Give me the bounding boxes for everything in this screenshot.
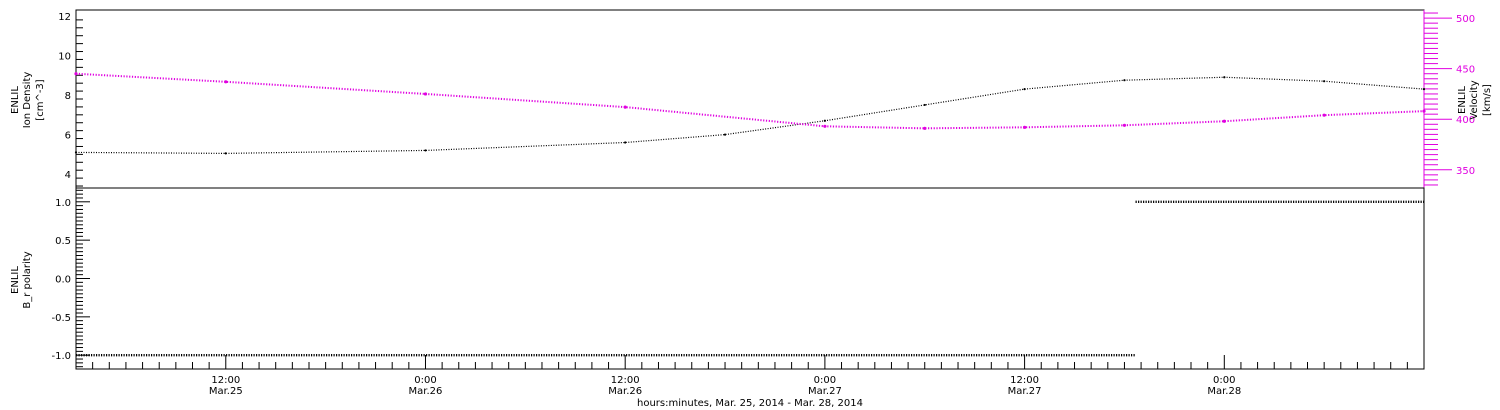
density-point	[823, 119, 826, 122]
top-right-tick-label: 500	[1456, 14, 1475, 25]
top-right-axis-title-line2: Velocity	[1469, 80, 1480, 119]
density-point	[424, 149, 427, 152]
x-tick-label-time: 0:00	[414, 375, 436, 386]
x-tick-label-time: 0:00	[1213, 375, 1235, 386]
density-series-line	[75, 76, 1425, 154]
x-tick-label-date: Mar.25	[209, 386, 243, 397]
bottom-left-tick-label: 1.0	[55, 198, 71, 209]
velocity-point	[623, 105, 627, 109]
bottom-axis-title-line1: ENLIL	[10, 266, 21, 294]
top-right-axis-title-line1: ENLIL	[1457, 86, 1468, 114]
top-left-axis-title-line3: [cm^-3]	[35, 79, 46, 120]
top-left-tick-label: 6	[65, 131, 71, 142]
density-point	[723, 133, 727, 136]
density-point	[1323, 80, 1326, 83]
x-tick-label-date: Mar.26	[608, 386, 642, 397]
velocity-series-line	[75, 72, 1425, 130]
top-right-tick-label: 450	[1456, 65, 1475, 76]
bottom-plot-frame	[75, 187, 1425, 370]
velocity-point	[923, 126, 927, 130]
velocity-point	[224, 80, 228, 84]
top-left-tick-label: 8	[65, 91, 71, 102]
x-tick-label-time: 0:00	[814, 375, 836, 386]
density-point	[624, 141, 627, 144]
bottom-axis-title-line2: B_r polarity	[22, 251, 33, 308]
x-tick-label-time: 12:00	[1010, 375, 1039, 386]
x-tick-label-date: Mar.28	[1207, 386, 1241, 397]
top-panel: 4 6 8 10 12 350 400 450 500	[58, 9, 1475, 189]
velocity-point	[1322, 113, 1326, 117]
velocity-point	[1222, 119, 1226, 123]
density-point	[1223, 76, 1226, 79]
velocity-point	[823, 124, 827, 128]
top-plot-frame	[75, 9, 1425, 189]
density-point	[1123, 79, 1126, 82]
velocity-point	[1122, 123, 1127, 127]
bottom-left-tick-label: 0.5	[55, 236, 71, 247]
velocity-point	[74, 72, 78, 76]
top-right-tick-label: 350	[1456, 166, 1475, 177]
density-point	[1023, 88, 1026, 91]
x-tick-label-time: 12:00	[611, 375, 640, 386]
x-tick-label-date: Mar.27	[808, 386, 842, 397]
bottom-left-tick-label: -1.0	[51, 351, 71, 362]
density-point	[74, 151, 78, 154]
top-left-tick-label: 12	[58, 12, 71, 23]
bottom-panel: -1.0-0.50.00.51.012:00Mar.250:00Mar.2612…	[51, 187, 1425, 397]
top-right-axis-title-line3: [km/s]	[1482, 84, 1493, 116]
top-left-tick-label: 10	[58, 51, 71, 62]
velocity-point	[1422, 109, 1426, 113]
top-left-axis-title-line1: ENLIL	[10, 86, 21, 114]
density-point	[224, 152, 227, 155]
top-right-tick-label: 400	[1456, 115, 1475, 126]
x-tick-label-date: Mar.27	[1008, 386, 1042, 397]
x-tick-label-time: 12:00	[211, 375, 240, 386]
x-axis-title: hours:minutes, Mar. 25, 2014 - Mar. 28, …	[637, 398, 863, 409]
top-left-tick-label: 4	[65, 170, 71, 181]
velocity-point	[1022, 125, 1027, 129]
bottom-left-tick-label: 0.0	[55, 275, 71, 286]
velocity-point	[423, 92, 428, 96]
bottom-left-tick-label: -0.5	[51, 313, 71, 324]
density-point	[923, 103, 926, 107]
top-left-axis-title-line2: Ion Density	[22, 72, 33, 129]
density-point	[1422, 88, 1426, 91]
x-tick-label-date: Mar.26	[409, 386, 443, 397]
